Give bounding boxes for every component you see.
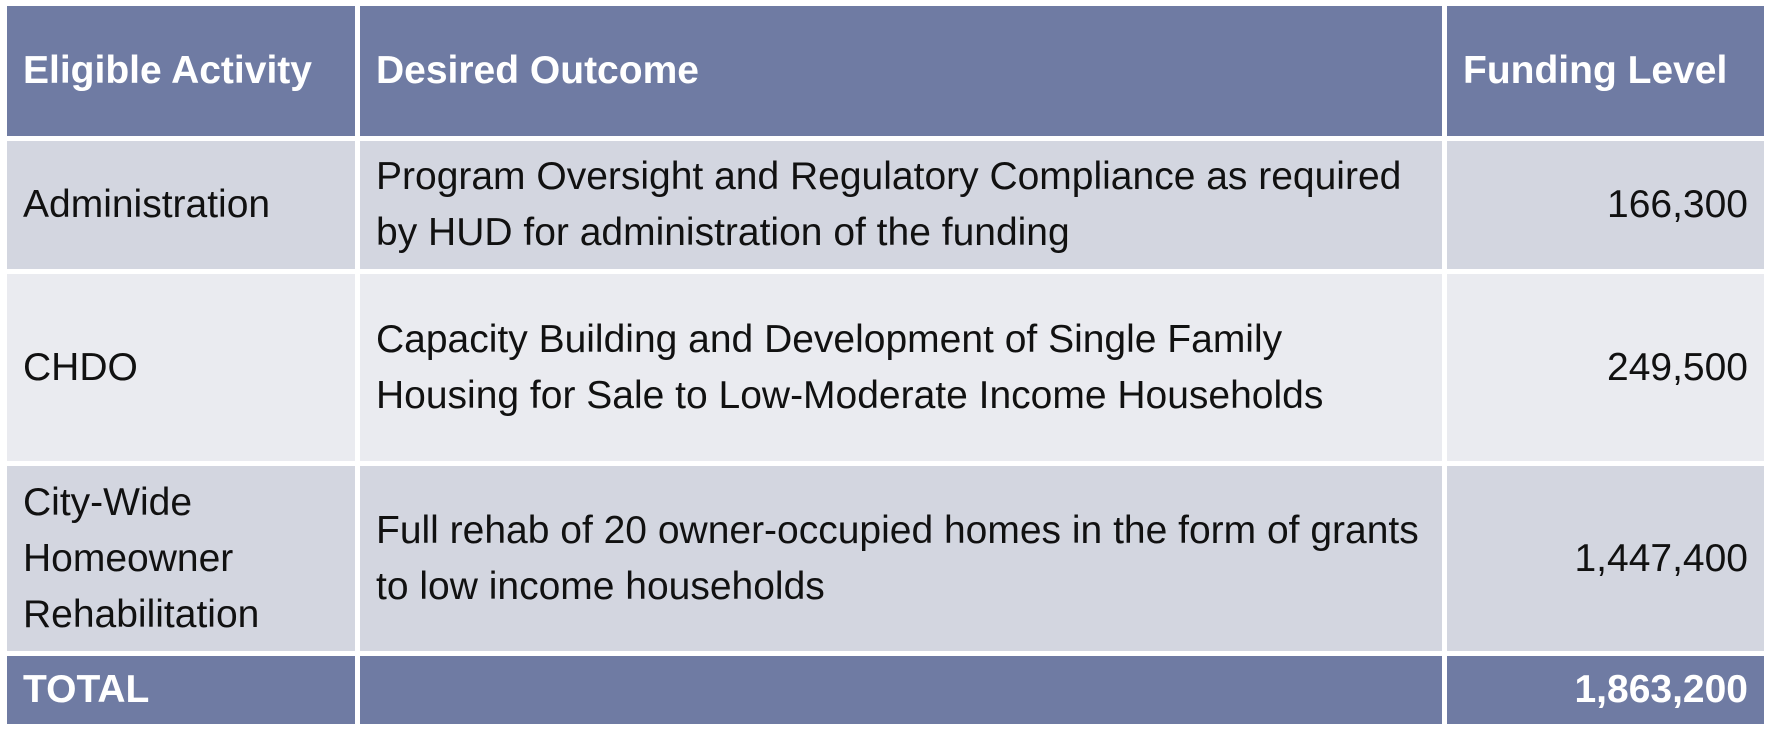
total-spacer [360,656,1442,724]
header-cell: Desired Outcome [360,6,1442,136]
outcome-cell: Capacity Building and Development of Sin… [360,274,1442,461]
row: Administration Program Oversight and Reg… [7,141,1764,269]
amount-cell: 249,500 [1447,274,1764,461]
row: City-Wide Homeowner Rehabilitation Full … [7,466,1764,651]
row: CHDO Capacity Building and Development o… [7,274,1764,461]
amount-cell: 1,447,400 [1447,466,1764,651]
total-amount: 1,863,200 [1447,656,1764,724]
activity-cell: Administration [7,141,355,269]
outcome-cell: Program Oversight and Regulatory Complia… [360,141,1442,269]
activity-cell: City-Wide Homeowner Rehabilitation [7,466,355,651]
header-cell: Funding Level [1447,6,1764,136]
activity-cell: CHDO [7,274,355,461]
outcome-cell: Full rehab of 20 owner-occupied homes in… [360,466,1442,651]
header-row: Eligible Activity Desired Outcome Fundin… [7,6,1764,136]
amount-cell: 166,300 [1447,141,1764,269]
total-row: TOTAL 1,863,200 [7,656,1764,724]
header-cell: Eligible Activity [7,6,355,136]
total-label: TOTAL [7,656,355,724]
